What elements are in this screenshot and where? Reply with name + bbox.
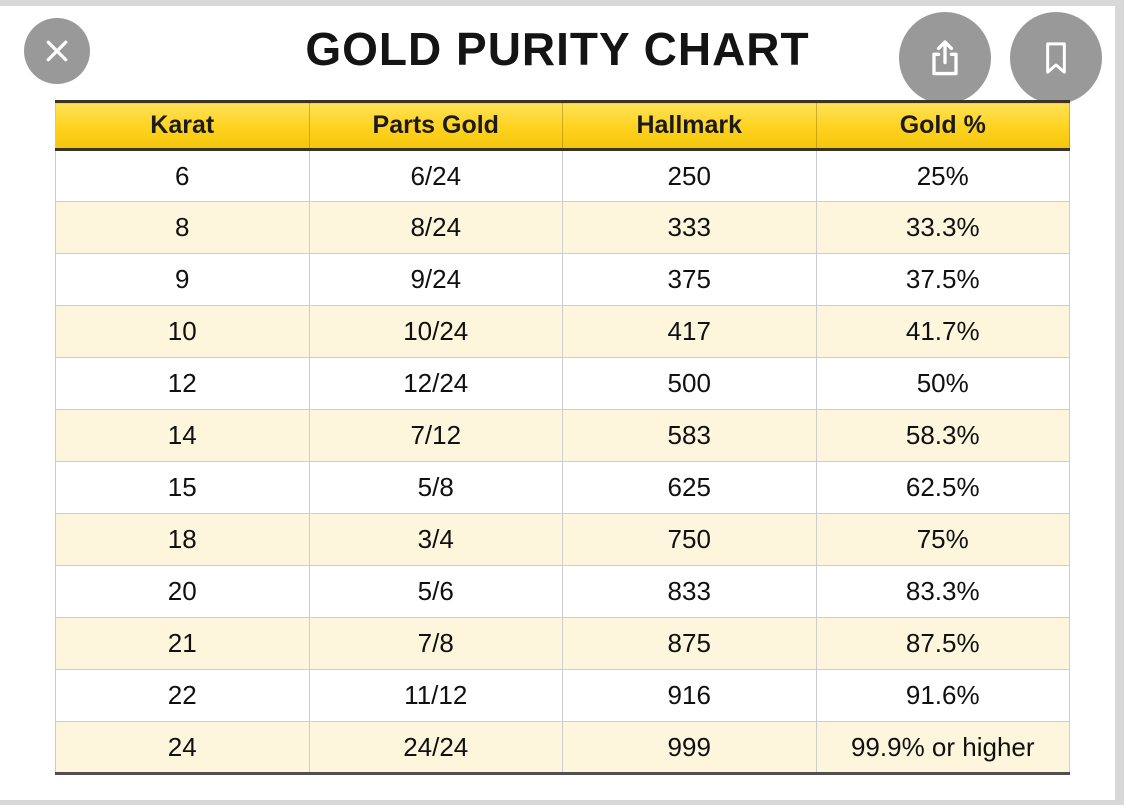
- column-header: Parts Gold: [308, 100, 563, 151]
- table-cell: 18: [55, 513, 310, 566]
- table-row: 18 3/4 750 75%: [55, 513, 1070, 566]
- table-cell: 12: [55, 357, 310, 410]
- column-header: Hallmark: [562, 100, 817, 151]
- table-cell: 25%: [815, 149, 1070, 202]
- table-cell: 37.5%: [815, 253, 1070, 306]
- table-cell: 7/8: [308, 617, 563, 670]
- table-row: 24 24/24 999 99.9% or higher: [55, 721, 1070, 775]
- table-cell: 91.6%: [815, 669, 1070, 722]
- table-cell: 833: [562, 565, 817, 618]
- table-cell: 20: [55, 565, 310, 618]
- close-button[interactable]: [24, 18, 90, 84]
- table-cell: 500: [562, 357, 817, 410]
- table-cell: 58.3%: [815, 409, 1070, 462]
- table-cell: 15: [55, 461, 310, 514]
- column-header: Gold %: [815, 100, 1070, 151]
- table-cell: 5/6: [308, 565, 563, 618]
- share-button[interactable]: [899, 12, 991, 104]
- table-cell: 12/24: [308, 357, 563, 410]
- table-cell: 625: [562, 461, 817, 514]
- table-cell: 875: [562, 617, 817, 670]
- bookmark-icon: [1046, 42, 1066, 74]
- table-cell: 24/24: [308, 721, 563, 775]
- table-cell: 7/12: [308, 409, 563, 462]
- table-cell: 10: [55, 305, 310, 358]
- table-cell: 21: [55, 617, 310, 670]
- chart-title: GOLD PURITY CHART: [305, 23, 810, 75]
- table-cell: 24: [55, 721, 310, 775]
- table-cell: 8/24: [308, 201, 563, 254]
- table-row: 22 11/12 916 91.6%: [55, 669, 1070, 722]
- table-cell: 333: [562, 201, 817, 254]
- table-row: 14 7/12 583 58.3%: [55, 409, 1070, 462]
- table-cell: 33.3%: [815, 201, 1070, 254]
- table-row: 8 8/24 333 33.3%: [55, 201, 1070, 254]
- gold-purity-table: Karat Parts Gold Hallmark Gold % 6 6/24 250 25…: [55, 100, 1070, 775]
- table-cell: 5/8: [308, 461, 563, 514]
- table-cell: 87.5%: [815, 617, 1070, 670]
- image-viewer: GOLD PURITY CHART Karat Parts Gold Hallmar…: [0, 6, 1115, 800]
- table-row: 12 12/24 500 50%: [55, 357, 1070, 410]
- column-header: Karat: [55, 100, 310, 151]
- table-cell: 8: [55, 201, 310, 254]
- table-row: 6 6/24 250 25%: [55, 149, 1070, 202]
- table-cell: 41.7%: [815, 305, 1070, 358]
- table-cell: 9/24: [308, 253, 563, 306]
- table-cell: 14: [55, 409, 310, 462]
- table-row: 15 5/8 625 62.5%: [55, 461, 1070, 514]
- viewer-topbar: GOLD PURITY CHART: [0, 6, 1115, 106]
- table-cell: 9: [55, 253, 310, 306]
- table-cell: 62.5%: [815, 461, 1070, 514]
- table-cell: 75%: [815, 513, 1070, 566]
- table-cell: 375: [562, 253, 817, 306]
- close-icon: [46, 40, 68, 62]
- table-cell: 10/24: [308, 305, 563, 358]
- table-cell: 83.3%: [815, 565, 1070, 618]
- table-body: 6 6/24 250 25% 8 8/24 333 33.3% 9 9/24 375 37.5% 10 1…: [55, 149, 1070, 775]
- table-cell: 99.9% or higher: [815, 721, 1070, 775]
- share-icon: [932, 40, 958, 76]
- table-cell: 250: [562, 149, 817, 202]
- table-row: 21 7/8 875 87.5%: [55, 617, 1070, 670]
- table-row: 20 5/6 833 83.3%: [55, 565, 1070, 618]
- table-cell: 417: [562, 305, 817, 358]
- table-cell: 999: [562, 721, 817, 775]
- table-cell: 6/24: [308, 149, 563, 202]
- table-row: 9 9/24 375 37.5%: [55, 253, 1070, 306]
- table-cell: 583: [562, 409, 817, 462]
- table-cell: 3/4: [308, 513, 563, 566]
- table-cell: 22: [55, 669, 310, 722]
- table-header-row: Karat Parts Gold Hallmark Gold %: [55, 100, 1070, 151]
- table-cell: 6: [55, 149, 310, 202]
- table-cell: 11/12: [308, 669, 563, 722]
- table-cell: 50%: [815, 357, 1070, 410]
- table-cell: 750: [562, 513, 817, 566]
- table-cell: 916: [562, 669, 817, 722]
- table-row: 10 10/24 417 41.7%: [55, 305, 1070, 358]
- bookmark-button[interactable]: [1010, 12, 1102, 104]
